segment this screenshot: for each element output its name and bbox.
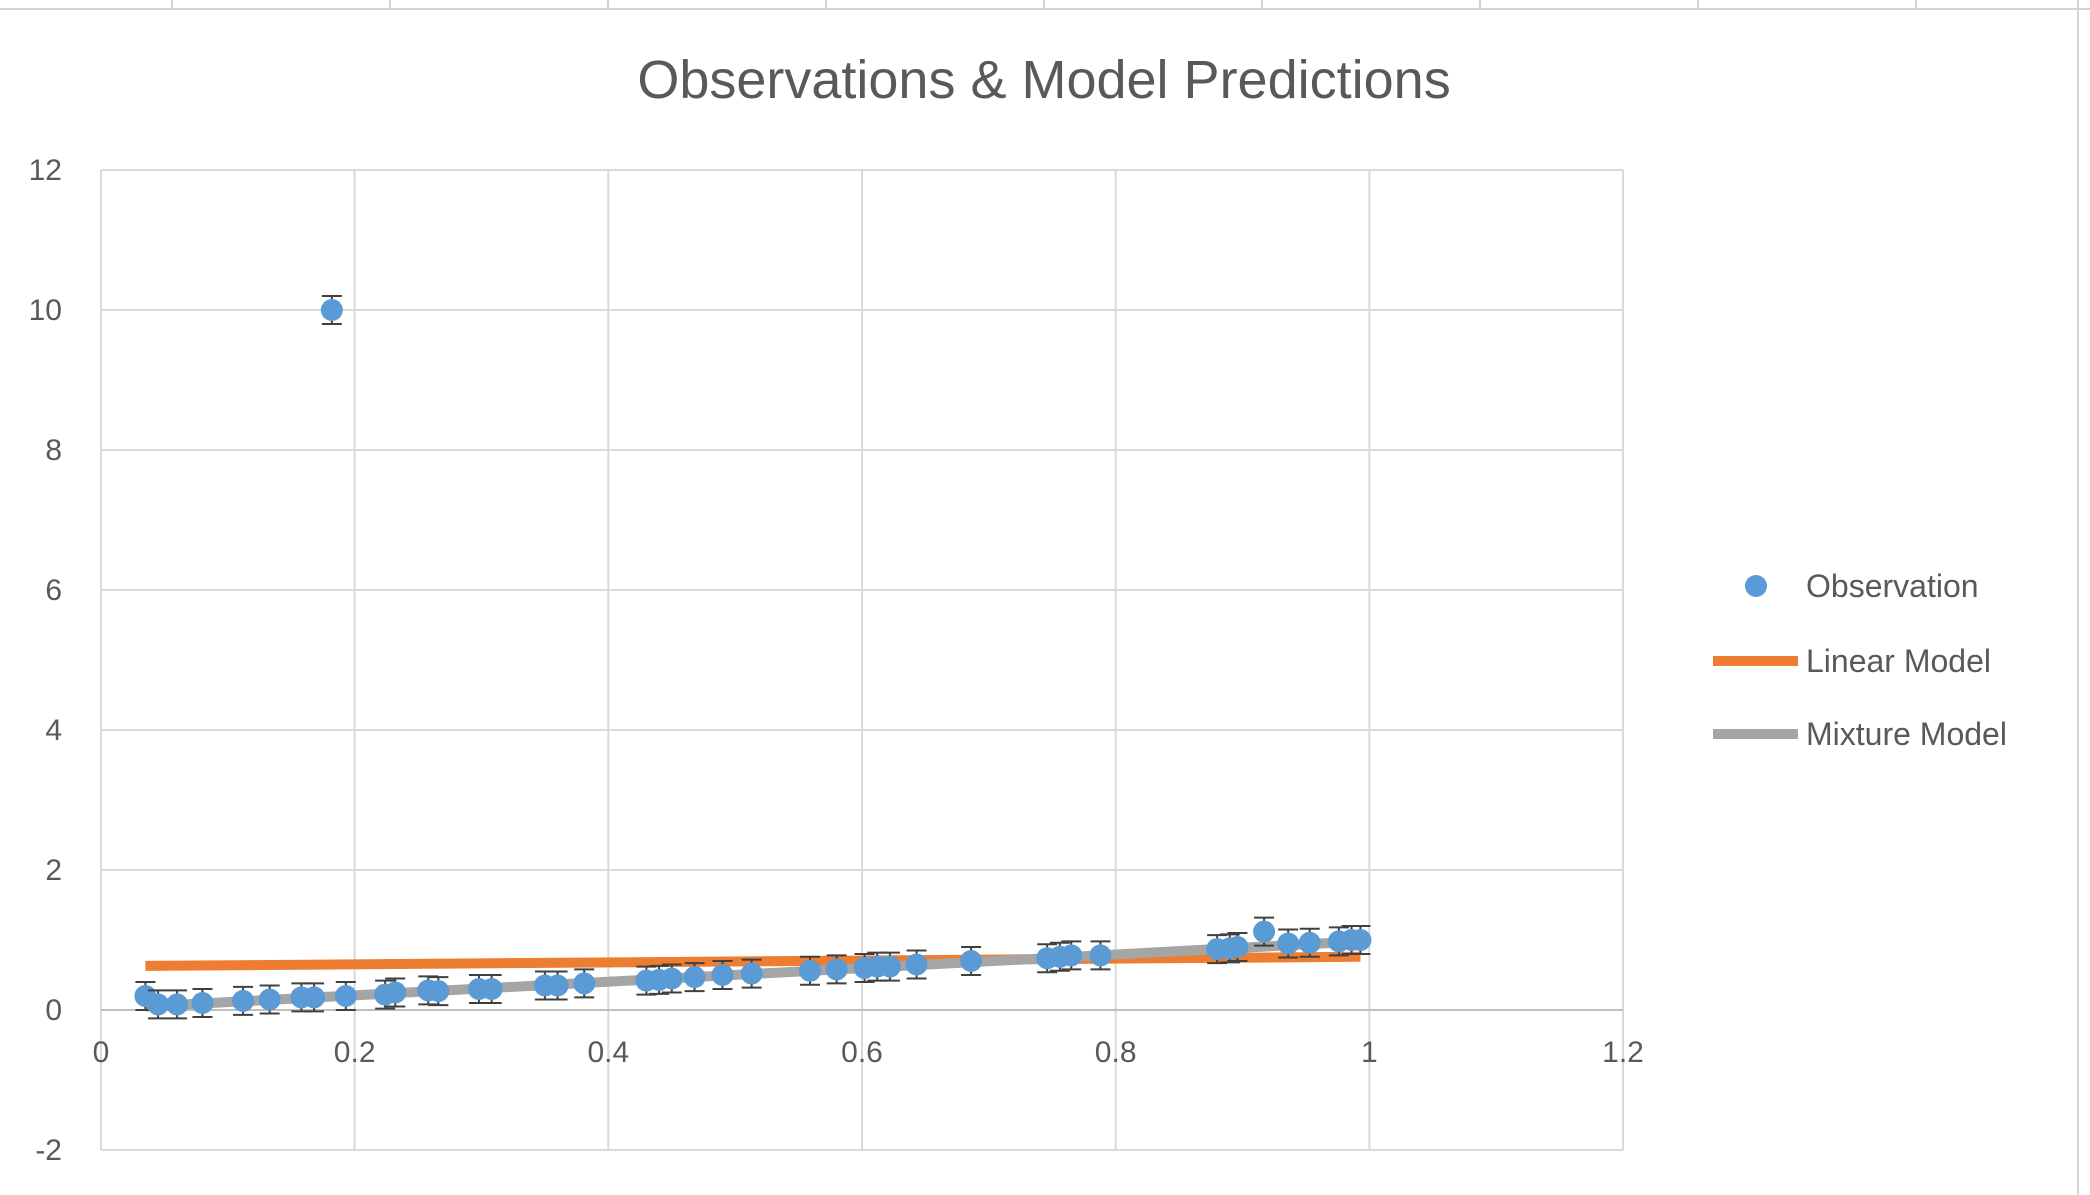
observation-marker bbox=[798, 959, 821, 982]
observation-marker bbox=[334, 985, 357, 1007]
observation-point bbox=[1349, 925, 1372, 955]
observation-point bbox=[740, 958, 763, 989]
observation-point bbox=[1298, 927, 1321, 958]
y-tick-label: 12 bbox=[29, 154, 62, 187]
observation-marker bbox=[232, 989, 255, 1012]
linear-model-line bbox=[145, 951, 1361, 971]
observation-point bbox=[147, 989, 170, 1020]
axes: -2 0 2 4 6 8 10 12 0 0.2 0.4 0.6 0.8 1 1.2 bbox=[29, 154, 1644, 1167]
x-tick-label: 1.2 bbox=[1602, 1036, 1644, 1069]
x-tick-label: 0 bbox=[93, 1036, 110, 1069]
observation-marker bbox=[740, 962, 763, 985]
observation-marker bbox=[1349, 929, 1372, 951]
observation-point bbox=[258, 984, 281, 1015]
observation-marker bbox=[320, 299, 343, 321]
observation-point bbox=[660, 963, 683, 994]
observation-marker bbox=[480, 978, 503, 1000]
observation-point bbox=[711, 960, 734, 990]
observation-marker bbox=[711, 964, 734, 986]
y-tick-label: 4 bbox=[45, 714, 62, 747]
observation-point bbox=[960, 946, 983, 976]
observation-marker bbox=[573, 972, 596, 995]
y-tick-label: 10 bbox=[29, 294, 62, 327]
observation-marker bbox=[960, 950, 983, 972]
observation-point bbox=[825, 954, 848, 985]
y-tick-label: 2 bbox=[45, 854, 62, 887]
observation-marker bbox=[1060, 944, 1083, 967]
legend-observation-label: Observation bbox=[1806, 568, 1979, 604]
observation-marker bbox=[660, 967, 683, 990]
plot-area bbox=[134, 295, 1372, 1020]
observation-point bbox=[1253, 916, 1276, 947]
observation-marker bbox=[384, 981, 407, 1004]
observation-point bbox=[303, 982, 326, 1013]
observation-point bbox=[320, 295, 343, 325]
y-tick-label: 6 bbox=[45, 574, 62, 607]
observation-marker bbox=[303, 986, 326, 1009]
observation-marker bbox=[905, 953, 928, 976]
observation-point bbox=[334, 981, 357, 1011]
observation-marker bbox=[258, 988, 281, 1011]
observation-marker bbox=[683, 966, 706, 989]
legend-observation-marker bbox=[1745, 575, 1767, 597]
observation-marker bbox=[1253, 920, 1276, 943]
observation-marker bbox=[878, 955, 901, 978]
observation-point bbox=[166, 989, 189, 1020]
observation-point bbox=[798, 955, 821, 986]
legend-mixture-label: Mixture Model bbox=[1806, 716, 2007, 752]
x-tick-label: 0.4 bbox=[587, 1036, 629, 1069]
y-tick-label: 0 bbox=[45, 994, 62, 1027]
observation-point bbox=[1226, 932, 1249, 962]
observation-marker bbox=[546, 974, 569, 997]
chart-title: Observations & Model Predictions bbox=[637, 50, 1450, 110]
observation-point bbox=[427, 976, 450, 1007]
observation-point bbox=[1277, 928, 1300, 959]
x-tick-label: 1 bbox=[1361, 1036, 1378, 1069]
observation-marker bbox=[1298, 931, 1321, 954]
observation-marker bbox=[825, 958, 848, 981]
observation-marker bbox=[1277, 932, 1300, 955]
observation-point bbox=[683, 962, 706, 993]
observation-point bbox=[480, 974, 503, 1004]
observation-point bbox=[1060, 940, 1083, 971]
observation-marker bbox=[1089, 944, 1112, 967]
y-tick-label: -2 bbox=[35, 1134, 62, 1167]
observation-marker bbox=[427, 980, 450, 1003]
observation-marker bbox=[147, 993, 170, 1016]
x-tick-label: 0.6 bbox=[841, 1036, 883, 1069]
observation-marker bbox=[1226, 936, 1249, 958]
observation-point bbox=[878, 951, 901, 982]
legend: Observation Linear Model Mixture Model bbox=[1713, 568, 2007, 752]
observation-point bbox=[546, 970, 569, 1001]
observation-point bbox=[191, 988, 214, 1018]
observation-point bbox=[573, 968, 596, 999]
x-tick-label: 0.8 bbox=[1095, 1036, 1137, 1069]
y-tick-label: 8 bbox=[45, 434, 62, 467]
x-tick-label: 0.2 bbox=[334, 1036, 376, 1069]
observation-point bbox=[232, 985, 255, 1016]
observation-point bbox=[384, 977, 407, 1008]
legend-linear-label: Linear Model bbox=[1806, 643, 1991, 679]
observation-point bbox=[1089, 940, 1112, 971]
observation-marker bbox=[191, 992, 214, 1014]
observation-marker bbox=[166, 993, 189, 1016]
observation-point bbox=[905, 949, 928, 980]
